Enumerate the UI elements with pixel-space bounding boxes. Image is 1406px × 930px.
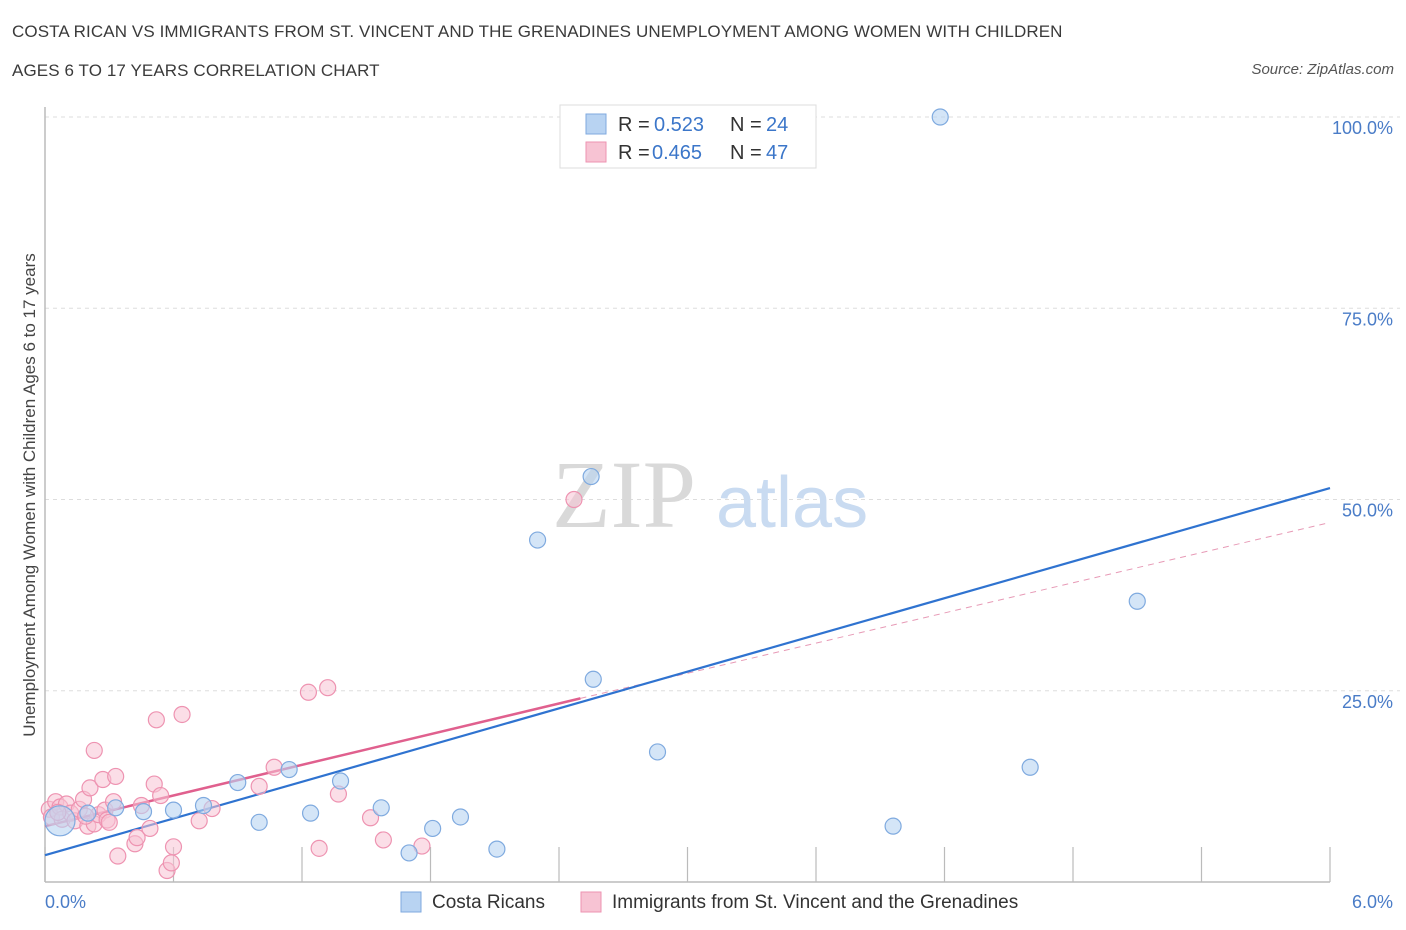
chart-title-line2: AGES 6 TO 17 YEARS CORRELATION CHART bbox=[12, 61, 380, 80]
y-tick-label-3: 100.0% bbox=[1332, 118, 1393, 138]
legend-n-label-1: N = bbox=[730, 114, 762, 136]
y-tick-label-2: 75.0% bbox=[1342, 309, 1393, 329]
point-costa-ricans-22 bbox=[1021, 758, 1039, 776]
grid-layer bbox=[45, 116, 1400, 692]
point-immigrants-21 bbox=[109, 847, 127, 865]
point-costa-ricans-0 bbox=[44, 805, 76, 837]
legend-n-value-2: 47 bbox=[766, 142, 788, 164]
point-immigrants-23 bbox=[128, 829, 146, 847]
point-immigrants-39 bbox=[319, 679, 337, 697]
point-costa-ricans-18 bbox=[584, 670, 602, 688]
point-costa-ricans-13 bbox=[424, 819, 442, 838]
legend-r-value-1: 0.523 bbox=[654, 114, 704, 136]
legend-n-value-1: 24 bbox=[766, 114, 788, 136]
point-costa-ricans-9 bbox=[301, 804, 320, 822]
point-costa-ricans-11 bbox=[372, 799, 390, 817]
y-tick-label-1: 50.0% bbox=[1342, 501, 1393, 521]
source-attribution: Source: ZipAtlas.com bbox=[1251, 61, 1394, 78]
point-immigrants-11 bbox=[81, 779, 99, 797]
point-costa-ricans-4 bbox=[164, 801, 183, 819]
points-layer bbox=[40, 108, 1146, 880]
point-costa-ricans-14 bbox=[451, 808, 470, 826]
y-tick-labels: 25.0% 50.0% 75.0% 100.0% bbox=[1332, 118, 1393, 712]
point-costa-ricans-3 bbox=[134, 803, 153, 821]
point-costa-ricans-12 bbox=[400, 844, 418, 862]
legend-n-label-2: N = bbox=[730, 142, 762, 164]
series-legend: Costa Ricans Immigrants from St. Vincent… bbox=[400, 891, 1018, 913]
series-legend-swatch-costa-ricans bbox=[400, 891, 422, 913]
point-immigrants-33 bbox=[190, 812, 208, 830]
point-immigrants-36 bbox=[265, 758, 283, 776]
point-immigrants-41 bbox=[361, 809, 380, 827]
chart-title-line1: COSTA RICAN VS IMMIGRANTS FROM ST. VINCE… bbox=[12, 22, 1063, 41]
trend-line-immigrants-extension bbox=[580, 521, 1331, 699]
x-tick-label-max: 6.0% bbox=[1352, 892, 1393, 912]
point-immigrants-42 bbox=[374, 831, 392, 849]
point-immigrants-27 bbox=[152, 786, 170, 805]
point-immigrants-17 bbox=[100, 813, 118, 831]
point-immigrants-20 bbox=[107, 767, 125, 786]
point-costa-ricans-10 bbox=[331, 772, 350, 790]
point-immigrants-35 bbox=[250, 777, 268, 795]
point-costa-ricans-7 bbox=[250, 813, 268, 831]
watermark: ZIP atlas bbox=[552, 441, 868, 548]
legend-swatch-pink bbox=[585, 141, 607, 163]
series-legend-swatch-immigrants bbox=[580, 891, 602, 913]
point-costa-ricans-2 bbox=[107, 799, 125, 817]
watermark-atlas: atlas bbox=[716, 463, 868, 543]
legend-r-label-1: R = bbox=[618, 114, 650, 136]
legend-r-value-2: 0.465 bbox=[652, 142, 702, 164]
point-costa-ricans-21 bbox=[931, 108, 949, 126]
point-immigrants-32 bbox=[173, 705, 191, 724]
point-costa-ricans-19 bbox=[648, 743, 667, 761]
point-costa-ricans-15 bbox=[488, 840, 506, 858]
point-immigrants-31 bbox=[164, 838, 183, 856]
series-legend-label-costa-ricans: Costa Ricans bbox=[432, 892, 545, 913]
point-immigrants-28 bbox=[147, 711, 165, 729]
point-costa-ricans-5 bbox=[194, 796, 213, 815]
point-immigrants-30 bbox=[162, 854, 180, 872]
x-tick-label-min: 0.0% bbox=[45, 892, 86, 912]
point-costa-ricans-1 bbox=[79, 804, 97, 822]
legend-r-label-2: R = bbox=[618, 142, 650, 164]
point-immigrants-19 bbox=[85, 741, 103, 760]
point-immigrants-25 bbox=[141, 819, 159, 838]
series-legend-label-immigrants: Immigrants from St. Vincent and the Gren… bbox=[612, 892, 1018, 913]
point-costa-ricans-8 bbox=[280, 760, 298, 779]
stats-legend: R = 0.523 N = 24 R = 0.465 N = 47 bbox=[559, 104, 817, 169]
point-costa-ricans-23 bbox=[1128, 592, 1146, 610]
point-costa-ricans-17 bbox=[582, 467, 600, 486]
point-immigrants-38 bbox=[310, 839, 328, 857]
point-costa-ricans-6 bbox=[229, 773, 247, 792]
point-costa-ricans-20 bbox=[884, 817, 902, 835]
y-axis-label: Unemployment Among Women with Children A… bbox=[20, 253, 39, 737]
legend-swatch-blue bbox=[585, 113, 607, 135]
point-immigrants-37 bbox=[299, 683, 318, 701]
y-tick-label-0: 25.0% bbox=[1342, 692, 1393, 712]
point-costa-ricans-16 bbox=[528, 531, 547, 549]
point-immigrants-44 bbox=[565, 490, 583, 509]
